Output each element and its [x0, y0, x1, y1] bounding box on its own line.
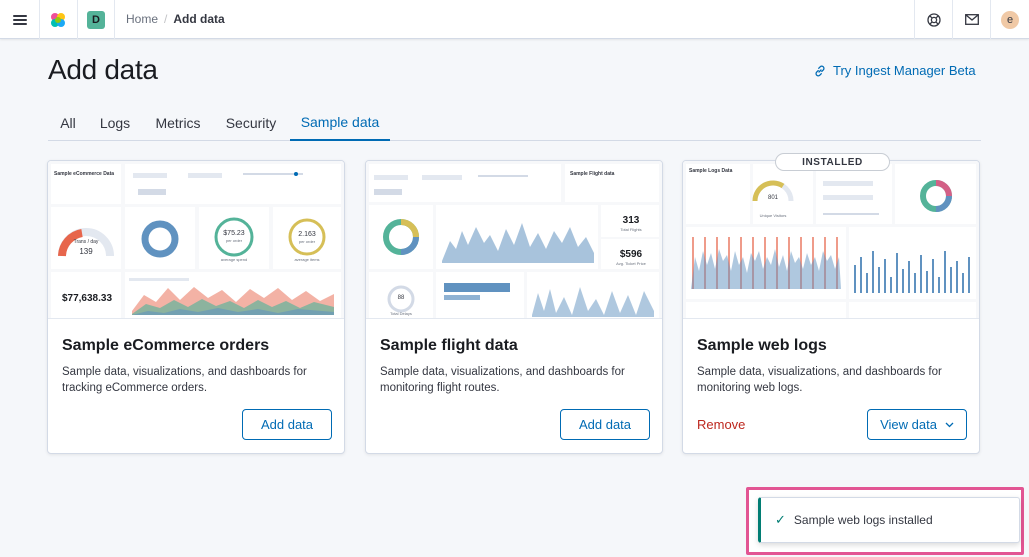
tab-logs[interactable]: Logs	[99, 114, 131, 131]
sample-flight-card: Sample Flight data 313 Total Flights $59…	[365, 160, 663, 454]
space-avatar: D	[87, 10, 105, 29]
tab-metrics[interactable]: Metrics	[155, 114, 201, 131]
card-description: Sample data, visualizations, and dashboa…	[697, 366, 942, 394]
divider	[39, 0, 40, 39]
preview-ring-caption: average items	[294, 257, 320, 262]
preview-gauge-value: 139	[79, 247, 93, 256]
divider	[952, 0, 953, 39]
check-icon: ✓	[775, 512, 786, 527]
card-description: Sample data, visualizations, and dashboa…	[380, 366, 625, 394]
tab-all[interactable]: All	[60, 114, 76, 131]
preview-ring-sub: per order	[298, 239, 316, 244]
preview-metric-price-label: Avg. Ticket Price	[616, 261, 646, 266]
card-title: Sample flight data	[380, 337, 518, 354]
add-data-button[interactable]: Add data	[242, 409, 332, 440]
sample-ecommerce-card: Sample eCommerce Data Trans / day 139 $7…	[47, 160, 345, 454]
divider	[990, 0, 991, 39]
divider	[77, 0, 78, 39]
preview-heading: Sample eCommerce Data	[54, 171, 115, 177]
link-icon	[815, 65, 825, 76]
breadcrumb-separator: /	[164, 12, 168, 26]
preview-ring-value: 88	[397, 295, 405, 301]
breadcrumb: Home / Add data	[126, 12, 225, 26]
sample-web-logs-card: Sample Logs Data 801 Unique Visitors Sam…	[682, 160, 980, 454]
page-title: Add data	[48, 54, 158, 85]
preview-metric-price: $596	[619, 249, 643, 260]
preview-gauge-value: 801	[767, 195, 778, 201]
remove-button[interactable]: Remove	[697, 417, 746, 432]
preview-gauge-label: Unique Visitors	[759, 213, 787, 218]
kibana-logo-icon[interactable]	[40, 0, 76, 39]
card-description: Sample data, visualizations, and dashboa…	[62, 366, 307, 394]
preview-gauge-label: Trans / day	[73, 239, 99, 245]
breadcrumb-home[interactable]: Home	[126, 12, 159, 26]
breadcrumb-current: Add data	[173, 12, 225, 26]
chevron-down-icon	[945, 422, 954, 427]
ingest-manager-label: Try Ingest Manager Beta	[833, 63, 976, 78]
flight-dashboard-preview: Sample Flight data 313 Total Flights $59…	[366, 161, 662, 319]
tab-bar: All Logs Metrics Security Sample data	[48, 104, 981, 141]
divider	[114, 0, 115, 39]
user-menu[interactable]: e	[991, 0, 1029, 39]
tab-sample-data[interactable]: Sample data	[290, 104, 390, 141]
installed-badge: INSTALLED	[775, 153, 890, 171]
hamburger-menu-icon[interactable]	[0, 0, 39, 39]
ecommerce-dashboard-preview: Sample eCommerce Data Trans / day 139 $7…	[48, 161, 344, 319]
preview-donut-sub: per order	[225, 238, 243, 243]
preview-ring-value: 2.163	[298, 231, 316, 238]
web-logs-dashboard-preview: Sample Logs Data 801 Unique Visitors	[683, 161, 979, 319]
help-lifebuoy-icon[interactable]	[915, 0, 952, 39]
tab-security[interactable]: Security	[225, 114, 277, 131]
view-data-label: View data	[880, 417, 937, 432]
view-data-button[interactable]: View data	[867, 409, 967, 440]
card-title: Sample web logs	[697, 337, 827, 354]
preview-metric-flights-label: Total Flights	[620, 227, 642, 232]
divider	[914, 0, 915, 39]
preview-heading: Sample Flight data	[570, 171, 615, 177]
preview-heading: Sample Logs Data	[689, 168, 733, 174]
space-selector[interactable]: D	[78, 0, 114, 39]
mail-icon[interactable]	[953, 0, 990, 39]
top-navigation-bar: D Home / Add data e	[0, 0, 1029, 39]
preview-donut-caption: average spend	[220, 257, 248, 262]
preview-donut-value: $75.23	[223, 230, 245, 237]
preview-metric-flights: 313	[622, 215, 640, 226]
ingest-manager-link[interactable]: Try Ingest Manager Beta	[813, 63, 976, 78]
add-data-button[interactable]: Add data	[560, 409, 650, 440]
card-title: Sample eCommerce orders	[62, 337, 270, 354]
preview-ring-label: Total Delays	[390, 311, 412, 316]
preview-big-metric: $77,638.33	[61, 293, 113, 304]
toast-message: Sample web logs installed	[793, 513, 933, 527]
avatar: e	[1001, 10, 1019, 29]
success-toast[interactable]: ✓ Sample web logs installed	[758, 497, 1020, 543]
